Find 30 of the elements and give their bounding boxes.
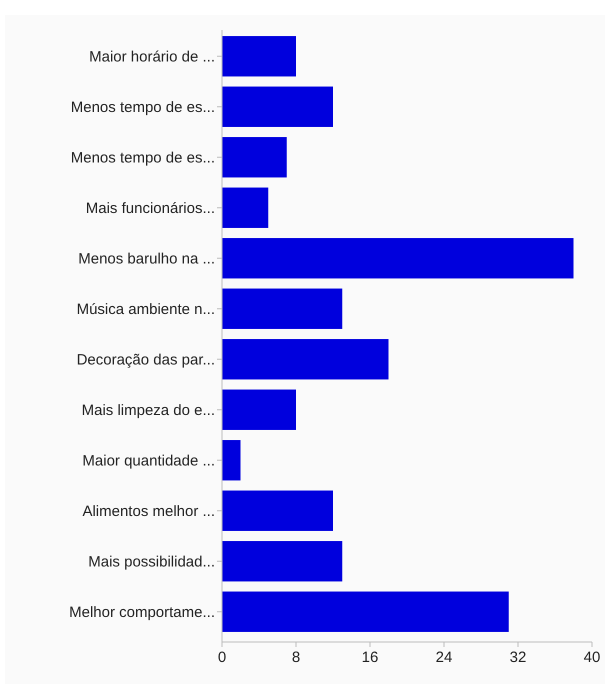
x-tick-label: 8 bbox=[292, 649, 300, 666]
bar bbox=[222, 188, 268, 228]
x-tick-label: 16 bbox=[362, 649, 378, 666]
y-tick-label: Decoração das par... bbox=[76, 352, 215, 368]
y-tick-label: Mais possibilidad... bbox=[88, 553, 215, 570]
y-tick-label: Menos tempo de es... bbox=[70, 99, 215, 116]
y-tick-label: Menos barulho na ... bbox=[78, 250, 215, 268]
bar bbox=[222, 541, 342, 582]
y-tick-label: Alimentos melhor ... bbox=[82, 502, 215, 520]
bar bbox=[222, 592, 509, 632]
y-tick-label: Maior horário de ... bbox=[89, 48, 215, 66]
y-tick-label: Menos tempo de es... bbox=[70, 150, 215, 167]
x-tick-label: 40 bbox=[584, 649, 600, 666]
bar bbox=[222, 86, 333, 127]
y-tick-label: Mais funcionários... bbox=[86, 200, 215, 218]
y-tick-label: Música ambiente n... bbox=[76, 301, 215, 318]
bar bbox=[222, 440, 240, 480]
bar bbox=[222, 238, 574, 278]
x-tick-label: 32 bbox=[510, 649, 526, 666]
y-tick-label: Maior quantidade ... bbox=[82, 452, 215, 470]
y-tick-label: Mais limpeza do e... bbox=[82, 402, 215, 419]
x-tick-label: 24 bbox=[436, 649, 452, 666]
bar bbox=[222, 137, 287, 178]
bar bbox=[222, 490, 333, 531]
bar bbox=[222, 36, 296, 76]
bar bbox=[222, 390, 296, 430]
y-tick-label: Melhor comportame... bbox=[69, 604, 215, 621]
bar bbox=[222, 288, 342, 329]
bar bbox=[222, 339, 388, 380]
x-tick-label: 0 bbox=[218, 649, 226, 666]
